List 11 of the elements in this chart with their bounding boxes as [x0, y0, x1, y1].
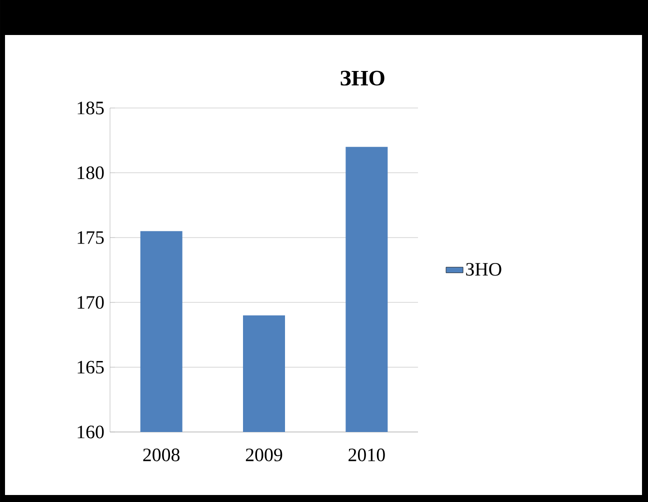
y-tick-label: 165	[78, 360, 104, 374]
y-tick-label: 160	[78, 426, 104, 438]
y-tick-label: 175	[78, 231, 104, 244]
x-tick-label: 2009	[246, 448, 282, 462]
y-tick-label: 180	[78, 166, 104, 180]
y-tick-label: 170	[78, 296, 104, 309]
x-tick-label: 2008	[143, 448, 180, 462]
y-tick-label: 185	[78, 102, 104, 114]
x-tick-label: 2010	[348, 448, 385, 462]
legend-label: ЗНО	[466, 262, 502, 276]
chart-title: ЗНО	[340, 70, 384, 86]
